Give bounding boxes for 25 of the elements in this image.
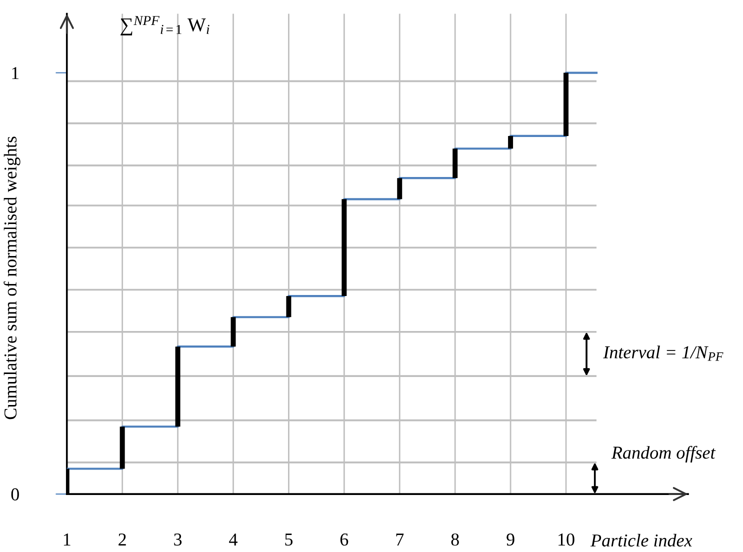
bar xyxy=(230,317,236,347)
x-tick-label: 5 xyxy=(285,534,293,546)
y-axis-title: Cumulative sum of normalised weights xyxy=(4,136,20,420)
bar xyxy=(342,199,347,296)
x-tick-label: 9 xyxy=(506,534,514,546)
x-tick-label: 10 xyxy=(558,533,574,546)
annotation: ∑$^{NPF}$$_{i=1}$ W$_{i}$ xyxy=(120,16,210,36)
x-tick-label: 1 xyxy=(64,534,70,546)
bar xyxy=(564,72,568,136)
x-tick-label: 8 xyxy=(451,533,459,546)
bar xyxy=(397,178,402,200)
y-tick-label: 0 xyxy=(11,488,19,500)
x-tick-label: 7 xyxy=(396,534,404,546)
x-tick-label: 3 xyxy=(174,534,182,546)
bar xyxy=(286,296,292,318)
x-axis-title: Particle index xyxy=(590,534,692,547)
bar xyxy=(508,136,514,149)
x-tick-label: 4 xyxy=(229,534,238,546)
bar xyxy=(452,148,458,178)
annotation: Random offset xyxy=(611,446,716,462)
bar xyxy=(175,346,180,427)
x-tick-label: 2 xyxy=(118,534,126,546)
bar xyxy=(120,426,125,469)
x-tick-label: 6 xyxy=(340,534,348,546)
annotation: Interval = 1/N$_{PF}$ xyxy=(603,346,724,361)
